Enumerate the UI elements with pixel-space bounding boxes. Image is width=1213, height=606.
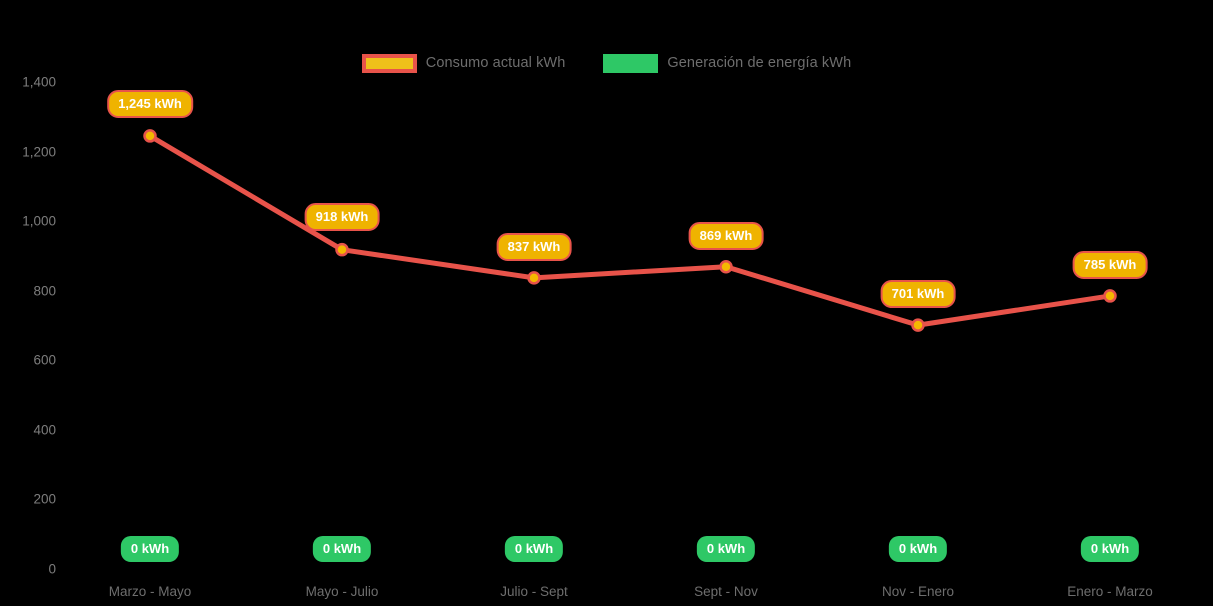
y-axis-tick-label: 800 — [33, 283, 56, 299]
y-axis-tick-label: 200 — [33, 491, 56, 507]
legend-swatch-consumo-icon — [361, 53, 417, 73]
x-axis-tick-label: Julio - Sept — [500, 584, 568, 599]
y-axis-tick-label: 1,000 — [22, 213, 56, 229]
y-axis: 0 200 400 600 800 1,000 1,200 1,400 — [0, 0, 56, 606]
data-label-consumo: 701 kWh — [880, 280, 956, 309]
legend-label-consumo: Consumo actual kWh — [425, 55, 566, 71]
x-axis-tick-label: Enero - Marzo — [1067, 584, 1153, 599]
data-point-marker[interactable] — [1103, 289, 1117, 303]
data-point-marker[interactable] — [719, 259, 733, 274]
y-axis-tick-label: 1,400 — [22, 74, 56, 90]
legend-item-consumo[interactable]: Consumo actual kWh — [361, 53, 566, 73]
x-axis-tick-label: Mayo - Julio — [305, 584, 379, 599]
data-label-generacion: 0 kWh — [120, 536, 180, 562]
data-label-consumo: 918 kWh — [304, 202, 380, 231]
data-label-consumo: 837 kWh — [496, 232, 572, 261]
data-label-consumo: 869 kWh — [688, 221, 764, 250]
data-label-consumo: 1,245 kWh — [107, 89, 193, 118]
legend-label-generacion: Generación de energía kWh — [667, 55, 852, 71]
data-point-marker[interactable] — [335, 242, 349, 257]
y-axis-tick-label: 0 — [48, 561, 56, 577]
x-axis-tick-label: Marzo - Mayo — [108, 584, 192, 599]
x-axis-tick-label: Nov - Enero — [881, 584, 955, 599]
legend-item-generacion[interactable]: Generación de energía kWh — [603, 53, 852, 73]
data-label-consumo: 785 kWh — [1072, 250, 1148, 279]
data-label-generacion: 0 kWh — [1080, 536, 1140, 562]
data-point-marker[interactable] — [527, 271, 541, 285]
data-point-marker[interactable] — [143, 129, 157, 143]
data-label-generacion: 0 kWh — [312, 536, 372, 562]
y-axis-tick-label: 600 — [33, 352, 56, 368]
data-label-generacion: 0 kWh — [504, 536, 564, 562]
x-axis-tick-label: Sept - Nov — [694, 584, 758, 599]
data-label-generacion: 0 kWh — [696, 536, 756, 562]
series-line-consumo — [147, 133, 1113, 328]
y-axis-tick-label: 1,200 — [22, 144, 56, 160]
y-axis-tick-label: 400 — [33, 422, 56, 438]
data-point-marker[interactable] — [911, 318, 925, 332]
legend-swatch-generacion-icon — [603, 53, 659, 73]
data-label-generacion: 0 kWh — [888, 536, 948, 562]
chart-legend: Consumo actual kWh Generación de energía… — [0, 48, 1213, 78]
